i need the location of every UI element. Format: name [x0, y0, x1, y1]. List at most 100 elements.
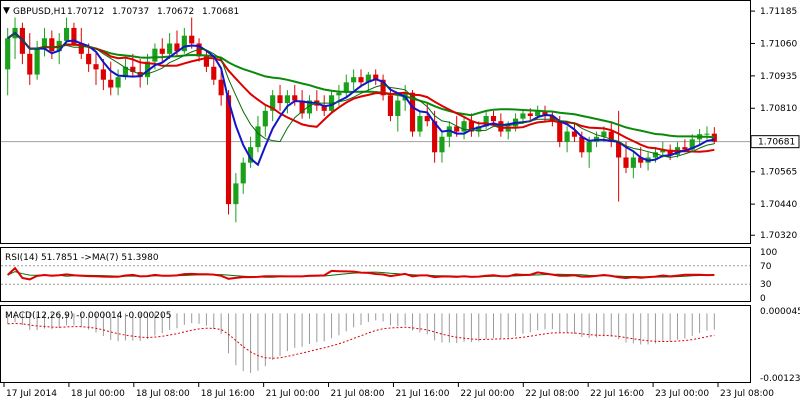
candle-body [130, 66, 136, 72]
price-tick-label: 1.70810 [760, 104, 797, 114]
candle-body [63, 27, 70, 41]
candle-body [343, 82, 349, 93]
moving-average-line [7, 31, 715, 139]
candle-body [373, 74, 379, 80]
candle [284, 90, 290, 114]
candle-body [689, 139, 695, 150]
candle-body [255, 126, 261, 148]
current-price-label: 1.70681 [758, 138, 795, 148]
time-tick-label: 21 Jul 08:00 [331, 389, 385, 399]
moving-average-line [7, 32, 715, 159]
candle [343, 74, 349, 98]
candle-body [270, 95, 276, 111]
candle-body [358, 77, 364, 83]
time-tick-label: 18 Jul 00:00 [71, 389, 125, 399]
candle-body [336, 92, 342, 96]
candle-body [5, 38, 11, 70]
candle-body [409, 92, 416, 132]
candle [41, 27, 48, 57]
candle-body [505, 126, 511, 132]
menu-arrow-icon[interactable]: ▼ [3, 6, 10, 16]
candle-body [601, 131, 607, 137]
candle [27, 33, 33, 85]
candle-body [557, 121, 563, 142]
candle [616, 110, 622, 202]
candle [358, 69, 364, 88]
candle-body [277, 95, 283, 104]
candle-body [41, 38, 48, 49]
candle-body [490, 116, 497, 122]
candle [711, 127, 717, 145]
candle [240, 157, 246, 194]
time-tick-label: 18 Jul 08:00 [136, 389, 190, 399]
time-tick-label: 18 Jul 16:00 [201, 389, 255, 399]
candle [630, 152, 636, 179]
candle-body [196, 43, 202, 57]
candle-body [417, 116, 423, 132]
candle-body [34, 48, 40, 75]
candle-body [108, 79, 114, 88]
candle [299, 90, 305, 119]
price-tick-label: 1.70440 [760, 200, 797, 210]
candle-body [93, 64, 99, 70]
candle-body [660, 149, 666, 153]
candle-body [181, 35, 187, 52]
candle [86, 43, 92, 72]
candle-body [49, 38, 55, 52]
candle [108, 61, 114, 96]
candle-body [71, 27, 77, 44]
candle-body [638, 157, 644, 163]
candle-body [144, 61, 151, 78]
macd-signal-line [7, 322, 715, 359]
candle [93, 51, 99, 85]
time-tick-label: 22 Jul 08:00 [525, 389, 579, 399]
candle-body [682, 147, 688, 150]
candle-body [167, 43, 173, 54]
macd-label: MACD(12,26,9) -0.000014 -0.000205 [5, 311, 171, 321]
candle-body [203, 56, 209, 67]
candle-body [100, 69, 106, 80]
candle [586, 136, 592, 168]
rsi-tick-label: 30 [760, 280, 772, 290]
candle [608, 121, 614, 148]
candle [571, 123, 578, 142]
time-tick-label: 23 Jul 00:00 [655, 389, 709, 399]
candle [262, 105, 268, 137]
candle-body [122, 66, 129, 78]
price-pane [0, 0, 751, 244]
candle-body [115, 77, 121, 88]
macd-tick-label: -0.001237 [760, 374, 800, 384]
candle-body [351, 77, 357, 83]
candle-body [299, 100, 305, 114]
candle [306, 95, 313, 119]
candle-body [248, 147, 254, 163]
candle-body [623, 157, 629, 168]
time-tick-label: 21 Jul 16:00 [395, 389, 449, 399]
candle [277, 84, 283, 111]
candle-body [549, 116, 555, 122]
candle-body [652, 152, 659, 158]
candle-body [380, 79, 386, 96]
candle [196, 38, 202, 62]
candle [115, 69, 121, 96]
candle-body [78, 43, 84, 54]
candle-body [225, 95, 232, 205]
rsi-tick-label: 0 [760, 294, 766, 304]
candle [218, 69, 224, 106]
candle [167, 33, 173, 60]
candle [542, 105, 548, 122]
candle-body [579, 136, 585, 153]
open-value: 1.70712 [67, 7, 104, 17]
candle [34, 40, 40, 80]
current-price-tag [750, 135, 800, 149]
candle-body [233, 183, 239, 205]
candle [564, 126, 570, 153]
candle-body [630, 157, 636, 168]
candle [417, 110, 423, 137]
candle [439, 131, 445, 163]
candle-body [520, 113, 526, 119]
candle-body [395, 100, 401, 117]
candle-body [387, 95, 394, 117]
candle-body [571, 131, 578, 137]
